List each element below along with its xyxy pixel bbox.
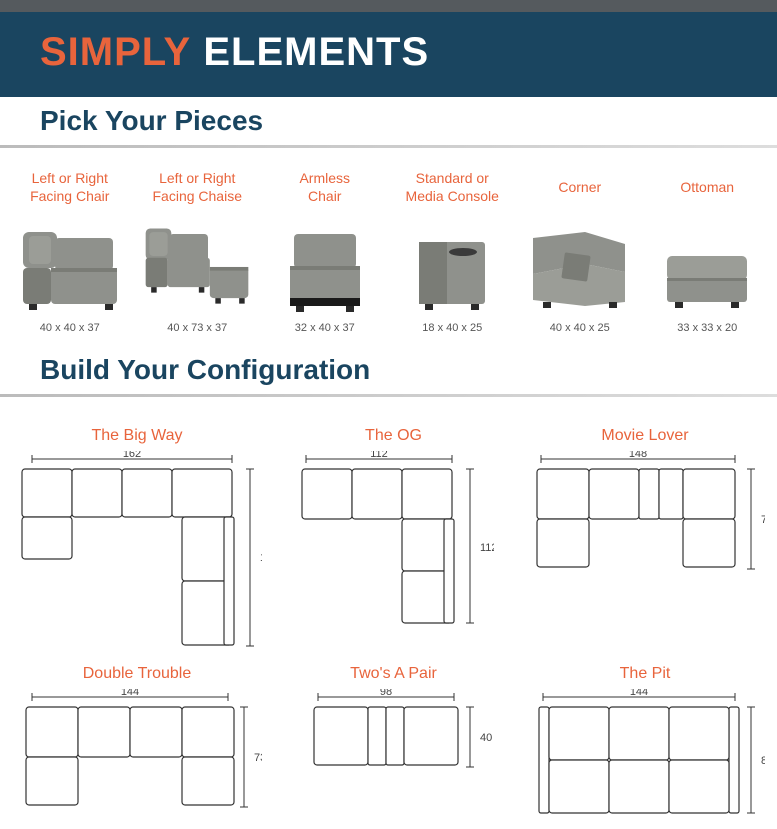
config-diagram: 144 80 bbox=[525, 689, 765, 819]
piece-image bbox=[525, 214, 635, 314]
dim-w: 144 bbox=[630, 689, 648, 698]
config-diagram: 162 130 bbox=[12, 451, 262, 651]
config-movie-lover: Movie Lover 148 73 bbox=[525, 427, 765, 651]
piece-dim: 40 x 73 x 37 bbox=[167, 322, 227, 334]
piece-ottoman: Ottoman 33 x 33 x 20 bbox=[648, 168, 768, 334]
top-bar bbox=[0, 0, 777, 12]
piece-label: Ottoman bbox=[680, 168, 734, 206]
piece-label: Standard orMedia Console bbox=[406, 168, 499, 206]
dim-h: 73 bbox=[254, 752, 262, 764]
dim-w: 112 bbox=[370, 451, 388, 460]
piece-dim: 33 x 33 x 20 bbox=[677, 322, 737, 334]
config-label: The Pit bbox=[620, 665, 671, 683]
configs-grid: The Big Way 162 130 bbox=[0, 397, 777, 829]
piece-image bbox=[15, 214, 125, 314]
piece-dim: 18 x 40 x 25 bbox=[422, 322, 482, 334]
config-label: The OG bbox=[365, 427, 422, 445]
dim-h: 40 bbox=[480, 732, 492, 744]
piece-image bbox=[142, 214, 252, 314]
config-diagram: 98 40 bbox=[294, 689, 494, 779]
title-elements: ELEMENTS bbox=[191, 30, 429, 74]
dim-w: 162 bbox=[123, 451, 141, 460]
dim-w: 144 bbox=[121, 689, 139, 698]
config-diagram: 148 73 bbox=[525, 451, 765, 581]
dim-h: 80 bbox=[761, 755, 765, 767]
piece-facing-chair: Left or RightFacing Chair 40 x 40 x 37 bbox=[10, 168, 130, 334]
config-diagram: 112 112 bbox=[294, 451, 494, 631]
piece-image bbox=[270, 214, 380, 314]
piece-label: Corner bbox=[558, 168, 601, 206]
config-label: Movie Lover bbox=[601, 427, 688, 445]
piece-image bbox=[652, 214, 762, 314]
config-double-trouble: Double Trouble 144 73 bbox=[12, 665, 262, 819]
section-pick-title: Pick Your Pieces bbox=[40, 105, 737, 137]
piece-label: Left or RightFacing Chair bbox=[30, 168, 109, 206]
piece-image bbox=[397, 214, 507, 314]
page-title: SIMPLY ELEMENTS bbox=[40, 30, 737, 75]
config-the-pit: The Pit 144 80 bbox=[525, 665, 765, 819]
config-label: Double Trouble bbox=[83, 665, 192, 683]
dim-h: 130 bbox=[260, 552, 262, 564]
title-simply: SIMPLY bbox=[40, 30, 191, 74]
piece-label: Left or RightFacing Chaise bbox=[153, 168, 243, 206]
config-og: The OG 112 112 bbox=[282, 427, 505, 651]
piece-dim: 40 x 40 x 25 bbox=[550, 322, 610, 334]
config-label: The Big Way bbox=[92, 427, 183, 445]
piece-corner: Corner 40 x 40 x 25 bbox=[520, 168, 640, 334]
dim-w: 148 bbox=[629, 451, 647, 460]
piece-dim: 32 x 40 x 37 bbox=[295, 322, 355, 334]
config-twos-pair: Two's A Pair 98 40 bbox=[282, 665, 505, 819]
piece-label: ArmlessChair bbox=[299, 168, 350, 206]
pieces-row: Left or RightFacing Chair 40 x 40 x 37 L… bbox=[0, 148, 777, 346]
piece-media-console: Standard orMedia Console 18 x 40 x 25 bbox=[393, 168, 513, 334]
section-build-title: Build Your Configuration bbox=[40, 354, 737, 386]
dim-h: 73 bbox=[761, 514, 765, 526]
section-pick-header: Pick Your Pieces bbox=[0, 97, 777, 148]
section-build-header: Build Your Configuration bbox=[0, 346, 777, 397]
config-big-way: The Big Way 162 130 bbox=[12, 427, 262, 651]
dim-w: 98 bbox=[379, 689, 391, 698]
piece-dim: 40 x 40 x 37 bbox=[40, 322, 100, 334]
config-label: Two's A Pair bbox=[350, 665, 437, 683]
piece-facing-chaise: Left or RightFacing Chaise 40 x 73 x 37 bbox=[138, 168, 258, 334]
piece-armless-chair: ArmlessChair 32 x 40 x 37 bbox=[265, 168, 385, 334]
dim-h: 112 bbox=[480, 542, 494, 554]
config-diagram: 144 73 bbox=[12, 689, 262, 819]
page-header: SIMPLY ELEMENTS bbox=[0, 12, 777, 97]
